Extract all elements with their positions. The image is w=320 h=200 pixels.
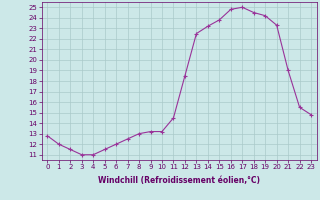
X-axis label: Windchill (Refroidissement éolien,°C): Windchill (Refroidissement éolien,°C) [98,176,260,185]
